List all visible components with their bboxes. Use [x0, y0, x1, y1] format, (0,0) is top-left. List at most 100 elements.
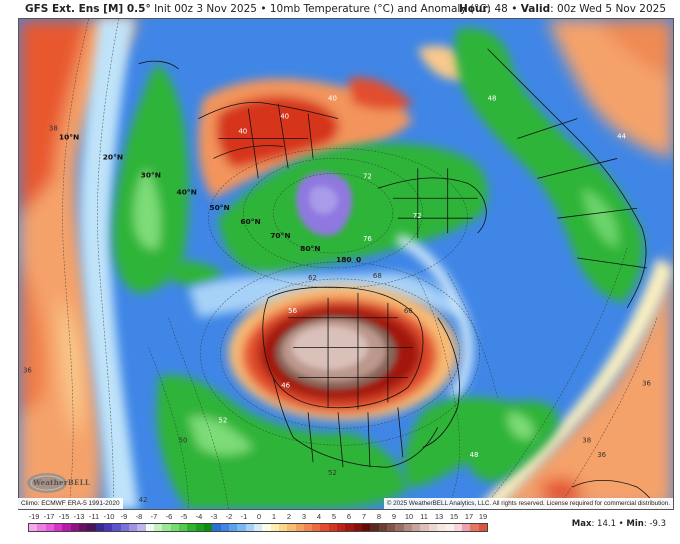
- colorbar-segment: [212, 524, 221, 531]
- contour-label: 52: [328, 469, 337, 477]
- colorbar-tick: 5: [331, 512, 337, 521]
- lat-10n-label: 10°N: [59, 133, 79, 142]
- colorbar-segment: [420, 524, 429, 531]
- colorbar-tick: 11: [420, 512, 428, 521]
- colorbar-tick: 19: [478, 512, 488, 521]
- lat-40n-label: 40°N: [177, 187, 197, 196]
- colorbar-segment: [62, 524, 71, 531]
- init-time: Init 00z 3 Nov 2025: [150, 3, 257, 15]
- contour-label: 46: [281, 381, 290, 389]
- colorbar-tick: 15: [449, 512, 459, 521]
- warm-core-canada: [274, 314, 398, 391]
- colorbar-tick: 4: [316, 512, 322, 521]
- cold-anomaly-pacific: [156, 375, 408, 509]
- contour-label: 40: [238, 128, 247, 136]
- max-min-readout: Max: 14.1 • Min: -9.3: [572, 519, 666, 529]
- colorbar-segment: [137, 524, 146, 531]
- contour-label: 62: [308, 274, 317, 282]
- colorbar-tick: -13: [73, 512, 85, 521]
- colorbar-segment: [120, 524, 129, 531]
- colorbar-segment: [328, 524, 338, 531]
- colorbar-tick: -7: [150, 512, 158, 521]
- lat-50n-label: 50°N: [209, 203, 229, 212]
- max-value: : 14.1: [591, 519, 616, 529]
- contour-lines: [62, 19, 658, 509]
- colorbar-segment: [53, 524, 63, 531]
- lon-180-label: 180: [336, 255, 352, 264]
- contour-label: 68: [373, 272, 382, 280]
- colorbar-tick: -9: [120, 512, 128, 521]
- contour-label: 40: [280, 113, 289, 121]
- weather-map: 10°N 20°N 30°N 40°N 50°N 60°N 70°N 80°N …: [18, 18, 674, 510]
- latitude-labels: 10°N 20°N 30°N 40°N 50°N 60°N 70°N 80°N …: [59, 133, 361, 264]
- colorbar-segment: [412, 524, 421, 531]
- contour-label: 72: [413, 212, 422, 220]
- warm-anomaly-asia: [547, 19, 673, 159]
- warm-anomaly-west: [19, 19, 139, 509]
- colorbar-tick: -15: [58, 512, 70, 521]
- contour-label: 36: [642, 380, 651, 388]
- hour-label: Hour: [458, 3, 488, 15]
- colorbar-tick: 0: [256, 512, 262, 521]
- colorbar-segment: [320, 524, 329, 531]
- colorbar-segment: [395, 524, 404, 531]
- contour-label: 66: [404, 307, 413, 315]
- cold-core-purple: [295, 172, 353, 236]
- colorbar-tick: -3: [210, 512, 218, 521]
- colorbar-segment: [287, 524, 296, 531]
- colorbar-segment: [303, 524, 313, 531]
- contour-label: 76: [363, 235, 372, 243]
- colorbar-segment: [37, 524, 46, 531]
- colorbar-segment: [237, 524, 246, 531]
- colorbar-segment: [270, 524, 279, 531]
- colorbar-segment: [95, 524, 104, 531]
- contour-label: 40: [328, 95, 337, 103]
- copyright-notice: © 2025 WeatherBELL Analytics, LLC. All r…: [383, 498, 673, 509]
- title-separator: •: [256, 3, 270, 15]
- contour-label: 50: [179, 436, 188, 444]
- logo-swirl-icon: [27, 473, 67, 493]
- colorbar-tick: 3: [301, 512, 307, 521]
- model-name: GFS Ext. Ens [M] 0.5: [25, 3, 146, 15]
- colorbar-tick: -10: [103, 512, 115, 521]
- colorbar-segment: [378, 524, 388, 531]
- colorbar-segment: [45, 524, 54, 531]
- colorbar-tick: 2: [286, 512, 292, 521]
- colorbar-segment: [428, 524, 438, 531]
- contour-value-labels: 40 40 40 38 36 36 38 36 42 48 44 48 50 5…: [23, 95, 651, 504]
- colorbar-segment: [78, 524, 88, 531]
- colorbar-tick: 10: [404, 512, 414, 521]
- maxmin-separator: •: [615, 519, 627, 529]
- colorbar-segment: [470, 524, 479, 531]
- colorbar-segment: [245, 524, 254, 531]
- valid-time-block: Hour: 48 • Valid: 00z Wed 5 Nov 2025: [459, 0, 666, 18]
- max-label: Max: [571, 519, 592, 529]
- min-value: : -9.3: [643, 519, 666, 529]
- contour-label: 44: [617, 133, 626, 141]
- anomaly-colorbar: [28, 523, 488, 532]
- valid-value: : 00z Wed 5 Nov 2025: [550, 3, 666, 15]
- contour-label: 36: [23, 367, 32, 375]
- colorbar-segment: [228, 524, 238, 531]
- colorbar-tick: 17: [464, 512, 474, 521]
- degree-mark: °: [145, 3, 151, 15]
- colorbar-segment: [70, 524, 79, 531]
- lon-0-label: 0: [356, 255, 361, 264]
- colorbar-segment: [128, 524, 138, 531]
- colorbar-segment: [253, 524, 263, 531]
- colorbar-segment: [170, 524, 179, 531]
- contour-label: 38: [49, 125, 58, 133]
- colorbar-tick: 6: [346, 512, 352, 521]
- lat-70n-label: 70°N: [270, 231, 290, 240]
- colorbar-labels: -19 -17 -15 -13 -11 -10 -9 -8 -7 -6 -5 -…: [0, 512, 680, 522]
- colorbar-tick: -4: [195, 512, 203, 521]
- colorbar-segment: [87, 524, 96, 531]
- colorbar-segment: [362, 524, 371, 531]
- colorbar-segment: [162, 524, 171, 531]
- colorbar-segment: [262, 524, 271, 531]
- lat-30n-label: 30°N: [141, 170, 161, 179]
- map-header: GFS Ext. Ens [M] 0.5° Init 00z 3 Nov 202…: [0, 0, 680, 18]
- colorbar-segment: [337, 524, 346, 531]
- hour-value: : 48: [487, 3, 508, 15]
- coastlines: [138, 48, 658, 509]
